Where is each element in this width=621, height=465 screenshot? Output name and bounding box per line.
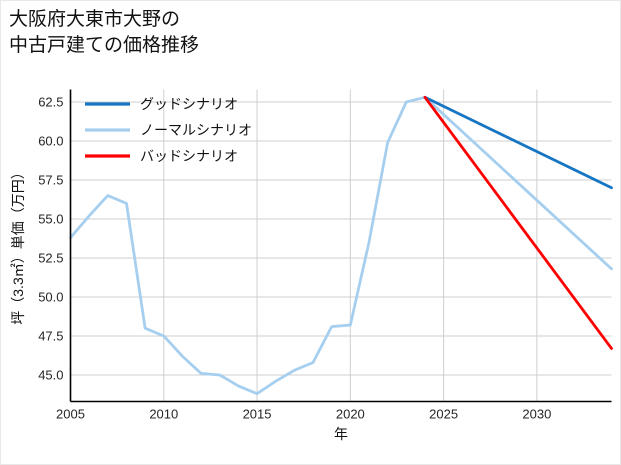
y-tick-label: 60.0 (38, 133, 63, 148)
y-tick-label: 62.5 (38, 94, 63, 109)
y-tick-label: 50.0 (38, 289, 63, 304)
x-tick-label: 2030 (522, 407, 551, 422)
legend-label: ノーマルシナリオ (140, 122, 252, 138)
y-axis-title: 坪（3.3㎡）単価（万円） (10, 165, 26, 324)
y-tick-label: 52.5 (38, 250, 63, 265)
x-axis-title: 年 (334, 426, 348, 442)
x-tick-label: 2005 (56, 407, 85, 422)
series-line-ノーマルシナリオ (69, 95, 613, 396)
y-tick-label: 47.5 (38, 328, 63, 343)
x-tick-label: 2010 (149, 407, 178, 422)
legend-label: バッドシナリオ (140, 148, 238, 164)
x-tick-label: 2020 (336, 407, 365, 422)
legend-label: グッドシナリオ (140, 96, 238, 112)
series-line-グッドシナリオ (423, 95, 613, 190)
series-line-バッドシナリオ (423, 95, 613, 350)
y-tick-label: 57.5 (38, 172, 63, 187)
tick-labels-group: 45.0 47.5 50.0 52.5 55.0 57.5 60.0 62.5 2005 2010… (38, 94, 551, 421)
y-tick-label: 45.0 (38, 367, 63, 382)
x-tick-label: 2025 (429, 407, 458, 422)
data-series-group (69, 95, 613, 396)
x-tick-label: 2015 (243, 407, 272, 422)
y-tick-label: 55.0 (38, 211, 63, 226)
axes-group (69, 89, 612, 403)
page-title: 大阪府大東市大野の 中古戸建ての価格推移 (9, 9, 200, 56)
